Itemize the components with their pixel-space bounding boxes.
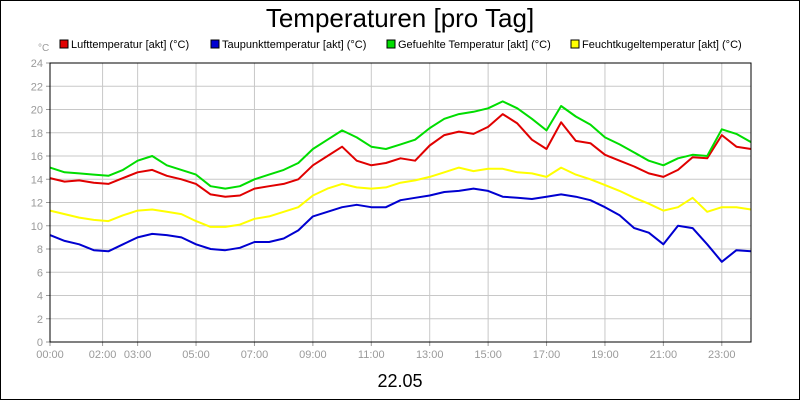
y-axis-unit: °C <box>38 43 49 54</box>
x-axis-ticks: 00:00 02:00 03:00 05:00 07:00 09:00 11:00 13:00… <box>36 342 736 361</box>
x-tick-label: 02:00 <box>89 349 117 361</box>
legend-label: Taupunkttemperatur [akt] (°C) <box>222 39 366 51</box>
legend-swatch <box>59 39 69 49</box>
chart-legend: Lufttemperatur [akt] (°C) Taupunkttempera… <box>59 39 742 51</box>
y-tick-label: 24 <box>31 58 43 70</box>
x-tick-label: 21:00 <box>650 349 678 361</box>
x-tick-label: 23:00 <box>708 349 736 361</box>
y-tick-label: 12 <box>31 198 43 210</box>
series-line-2 <box>49 187 752 263</box>
y-tick-label: 10 <box>31 221 43 233</box>
x-tick-label: 05:00 <box>182 349 210 361</box>
plot-border <box>49 62 752 343</box>
y-tick-label: 6 <box>37 267 43 279</box>
x-tick-label: 03:00 <box>124 349 152 361</box>
legend-label: Gefuehlte Temperatur [akt] (°C) <box>398 39 551 51</box>
series-line-1 <box>49 113 752 198</box>
x-tick-label: 15:00 <box>474 349 502 361</box>
legend-label: Lufttemperatur [akt] (°C) <box>71 39 189 51</box>
legend-swatch <box>210 39 220 49</box>
legend-swatch <box>570 39 580 49</box>
legend-label: Feuchtkugeltemperatur [akt] (°C) <box>582 39 742 51</box>
x-tick-label: 00:00 <box>36 349 64 361</box>
series-line-4 <box>49 166 752 228</box>
y-tick-label: 22 <box>31 81 43 93</box>
x-tick-label: 11:00 <box>358 349 385 361</box>
series-line-3 <box>49 100 752 190</box>
x-tick-label: 19:00 <box>591 349 619 361</box>
y-tick-label: 14 <box>31 174 43 186</box>
series-lines <box>49 100 752 263</box>
y-tick-label: 20 <box>31 105 43 117</box>
y-tick-label: 16 <box>31 151 43 163</box>
x-tick-label: 09:00 <box>299 349 327 361</box>
y-tick-label: 18 <box>31 128 43 140</box>
x-tick-label: 07:00 <box>241 349 269 361</box>
y-tick-label: 4 <box>37 291 43 303</box>
y-tick-label: 0 <box>37 337 43 349</box>
y-tick-label: 2 <box>37 314 43 326</box>
date-label: 22.05 <box>377 371 422 391</box>
x-tick-label: 13:00 <box>416 349 444 361</box>
legend-swatch <box>386 39 396 49</box>
y-tick-label: 8 <box>37 244 43 256</box>
x-tick-label: 17:00 <box>533 349 561 361</box>
chart-title: Temperaturen [pro Tag] <box>266 3 534 33</box>
